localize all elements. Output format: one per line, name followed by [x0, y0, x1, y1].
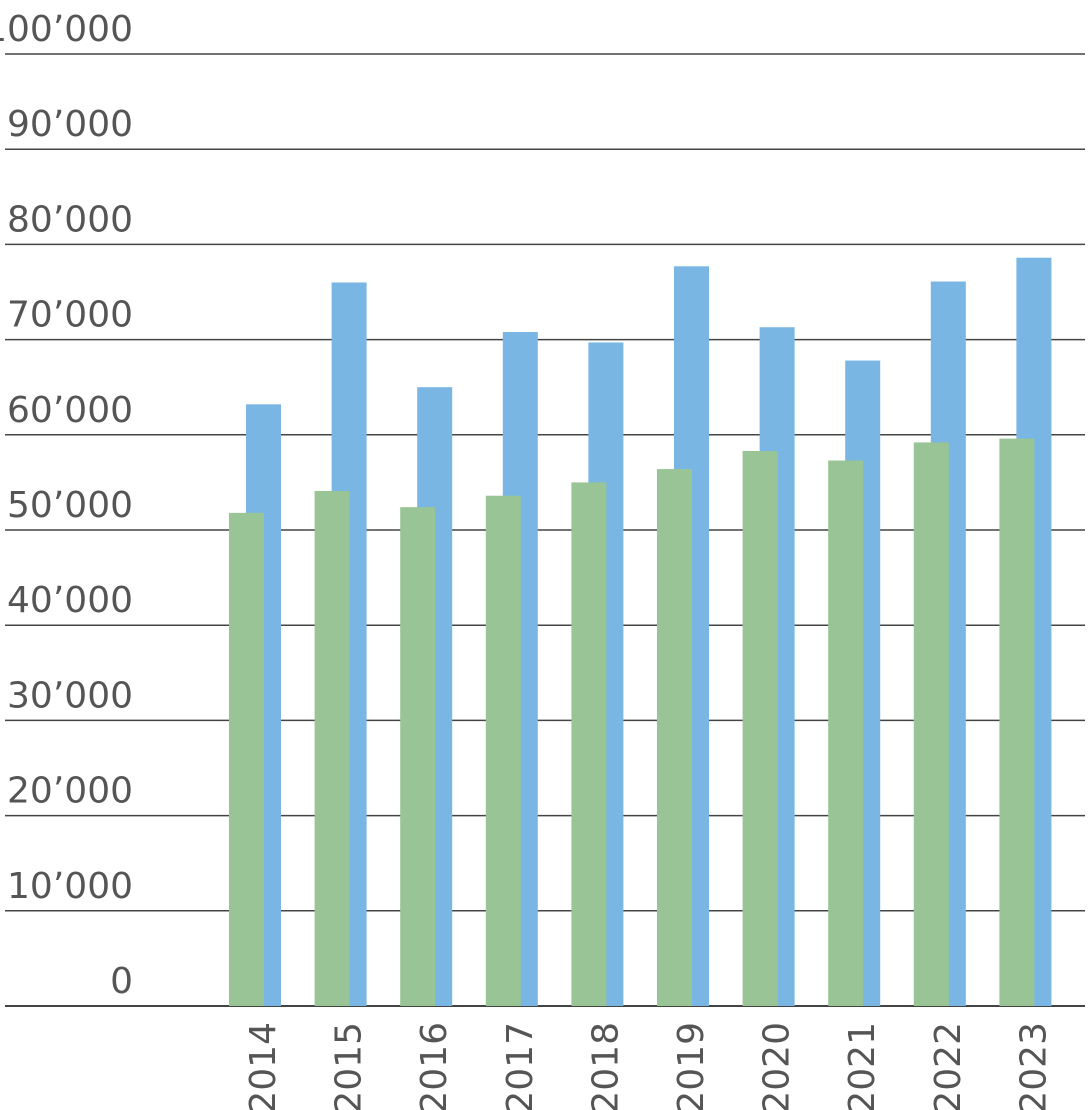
y-tick-label: 90’000 [7, 104, 133, 145]
bar-green-2015 [314, 490, 350, 1006]
bar-green-2014 [229, 512, 264, 1006]
bar-green-2022 [913, 442, 949, 1006]
y-tick-label: 30’000 [7, 675, 133, 716]
bar-green-2018 [571, 482, 607, 1006]
x-tick-label: 2022 [928, 1022, 969, 1110]
x-tick-label: 2023 [1013, 1022, 1054, 1110]
y-tick-label: 10’000 [7, 866, 133, 907]
bar-green-2016 [400, 507, 436, 1006]
y-tick-label: 0 [110, 961, 133, 1002]
y-tick-label: 80’000 [7, 199, 133, 240]
y-tick-label: 100’000 [0, 9, 133, 50]
y-axis-labels: 0 10’000 20’000 30’000 40’000 50’000 60’000 70’… [0, 9, 133, 1002]
x-tick-label: 2015 [329, 1022, 370, 1110]
bars [229, 257, 1052, 1007]
x-tick-label: 2018 [585, 1022, 626, 1110]
x-axis-labels: 2014 2015 2016 2017 2018 2019 2020 2021 2022 2023 [243, 1022, 1054, 1110]
bar-green-2023 [999, 438, 1035, 1006]
y-tick-label: 50’000 [7, 485, 133, 526]
x-tick-label: 2016 [414, 1022, 455, 1110]
x-tick-label: 2020 [757, 1022, 798, 1110]
bar-green-2020 [742, 450, 778, 1006]
bar-green-2019 [657, 469, 692, 1006]
bar-green-2017 [485, 495, 521, 1006]
x-tick-label: 2019 [671, 1022, 712, 1110]
x-tick-label: 2017 [500, 1022, 541, 1110]
y-tick-label: 20’000 [7, 771, 133, 812]
gridlines [5, 53, 1085, 1007]
x-tick-label: 2021 [842, 1022, 883, 1110]
bar-green-2021 [828, 460, 864, 1006]
y-tick-label: 60’000 [7, 390, 133, 431]
x-tick-label: 2014 [243, 1022, 284, 1110]
y-tick-label: 70’000 [7, 295, 133, 336]
y-tick-label: 40’000 [7, 580, 133, 621]
